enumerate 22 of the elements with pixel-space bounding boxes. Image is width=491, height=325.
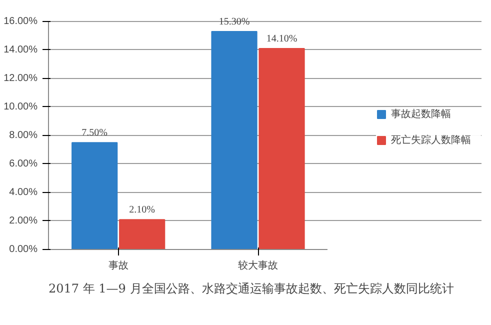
data-label: 7.50% xyxy=(82,128,108,139)
text: 2017 年 1—9 月全国公路、水路交通运输事故起数、死亡失踪人数同比统计 xyxy=(48,282,454,296)
data-label: 15.30% xyxy=(218,16,250,28)
y-tick-label: 2.00% xyxy=(9,215,38,226)
data-label: 14.10% xyxy=(266,34,298,45)
bar xyxy=(211,30,258,250)
x-tick-label: 事故 xyxy=(108,260,128,272)
y-tick-label: 10.00% xyxy=(4,101,38,112)
y-tick-label: 12.00% xyxy=(4,72,38,84)
y-tick-label: 14.00% xyxy=(4,44,38,56)
y-tick-label: 8.00% xyxy=(9,130,38,141)
x-tick-label: 较大事故 xyxy=(238,260,278,272)
legend-label: 事故起数降幅 xyxy=(391,108,452,121)
data-label: 2.10% xyxy=(129,204,156,216)
y-tick-label: 0.00% xyxy=(9,244,38,255)
bar xyxy=(258,48,305,250)
legend-label: 死亡失踪人数降幅 xyxy=(391,134,472,147)
bar xyxy=(72,142,118,250)
y-tick-label: 6.00% xyxy=(9,158,38,170)
y-tick-label: 16.00% xyxy=(4,16,38,27)
y-tick-label: 4.00% xyxy=(9,186,38,198)
bar xyxy=(119,219,166,250)
